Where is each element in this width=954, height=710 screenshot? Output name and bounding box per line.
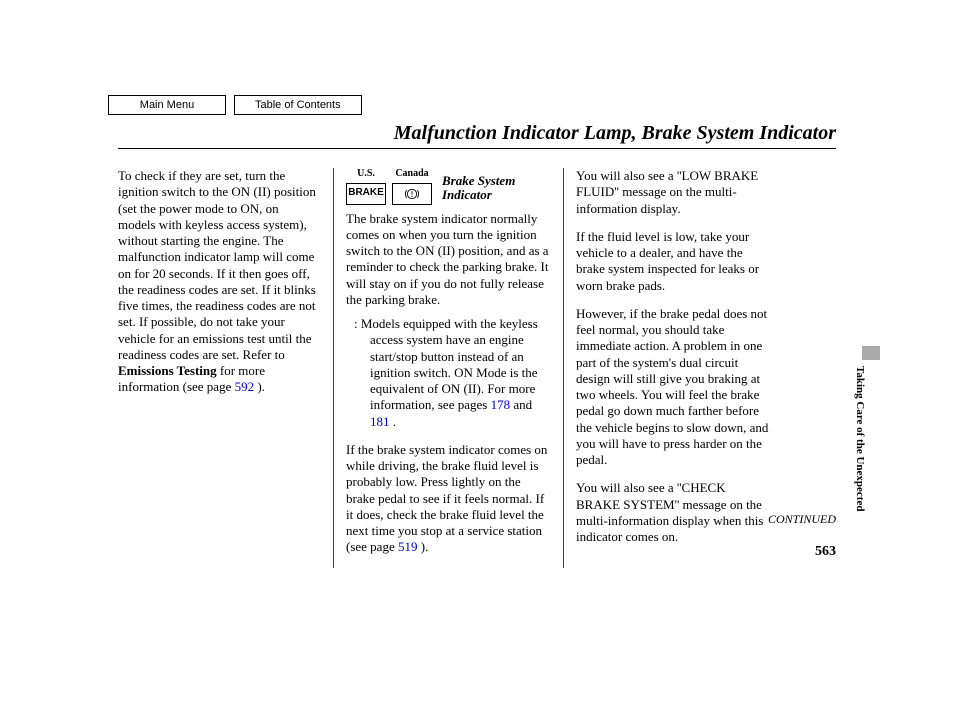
title-rule (118, 148, 836, 149)
content-columns: To check if they are set, turn the ignit… (118, 168, 783, 568)
emissions-testing-bold: Emissions Testing (118, 363, 217, 378)
nav-buttons: Main Menu Table of Contents (108, 95, 362, 115)
col3-para2: If the fluid level is low, take your veh… (576, 229, 769, 294)
brake-ca-label: Canada (395, 168, 428, 181)
brake-ca-col: Canada (392, 168, 432, 205)
col1-para: To check if they are set, turn the ignit… (118, 168, 319, 396)
ast-prefix: : (354, 316, 361, 331)
toc-button[interactable]: Table of Contents (234, 95, 362, 115)
page-link-519[interactable]: 519 (398, 539, 418, 554)
brake-title-l1: Brake System (442, 173, 515, 188)
brake-system-title: Brake System Indicator (442, 174, 515, 203)
col3-para4: You will also see a ''CHECK BRAKE SYSTEM… (576, 480, 769, 545)
ast-end: . (390, 414, 397, 429)
page-title: Malfunction Indicator Lamp, Brake System… (394, 122, 836, 145)
column-3: You will also see a ''LOW BRAKE FLUID'' … (563, 168, 783, 568)
brake-us-col: U.S. BRAKE (346, 168, 386, 205)
col2-asterisk-note: : Models equipped with the keyless acces… (354, 316, 549, 430)
col3-para3: However, if the brake pedal does not fee… (576, 306, 769, 469)
side-tab-bar (862, 346, 880, 360)
col1-text-a: To check if they are set, turn the ignit… (118, 168, 316, 362)
brake-warning-icon (404, 186, 420, 202)
page-link-592[interactable]: 592 (235, 379, 255, 394)
page-number: 563 (815, 544, 836, 560)
brake-header: U.S. BRAKE Canada Brake System Indi (346, 168, 549, 205)
brake-title-l2: Indicator (442, 187, 492, 202)
side-section-label: Taking Care of the Unexpected (854, 366, 866, 511)
col2-para2: If the brake system indicator comes on w… (346, 442, 549, 556)
col2-p2-a: If the brake system indicator comes on w… (346, 442, 547, 555)
col1-text-c: ). (254, 379, 265, 394)
brake-ca-icon (392, 183, 432, 205)
brake-us-label: U.S. (357, 168, 375, 181)
ast-mid: and (510, 397, 532, 412)
main-menu-button[interactable]: Main Menu (108, 95, 226, 115)
continued-label: CONTINUED (768, 512, 836, 527)
col2-para1: The brake system indicator normally come… (346, 211, 549, 309)
page-link-181[interactable]: 181 (370, 414, 390, 429)
column-1: To check if they are set, turn the ignit… (118, 168, 333, 568)
column-2: U.S. BRAKE Canada Brake System Indi (333, 168, 563, 568)
brake-us-icon: BRAKE (346, 183, 386, 205)
page-link-178[interactable]: 178 (491, 397, 511, 412)
col2-p2-b: ). (417, 539, 428, 554)
col3-para1: You will also see a ''LOW BRAKE FLUID'' … (576, 168, 769, 217)
